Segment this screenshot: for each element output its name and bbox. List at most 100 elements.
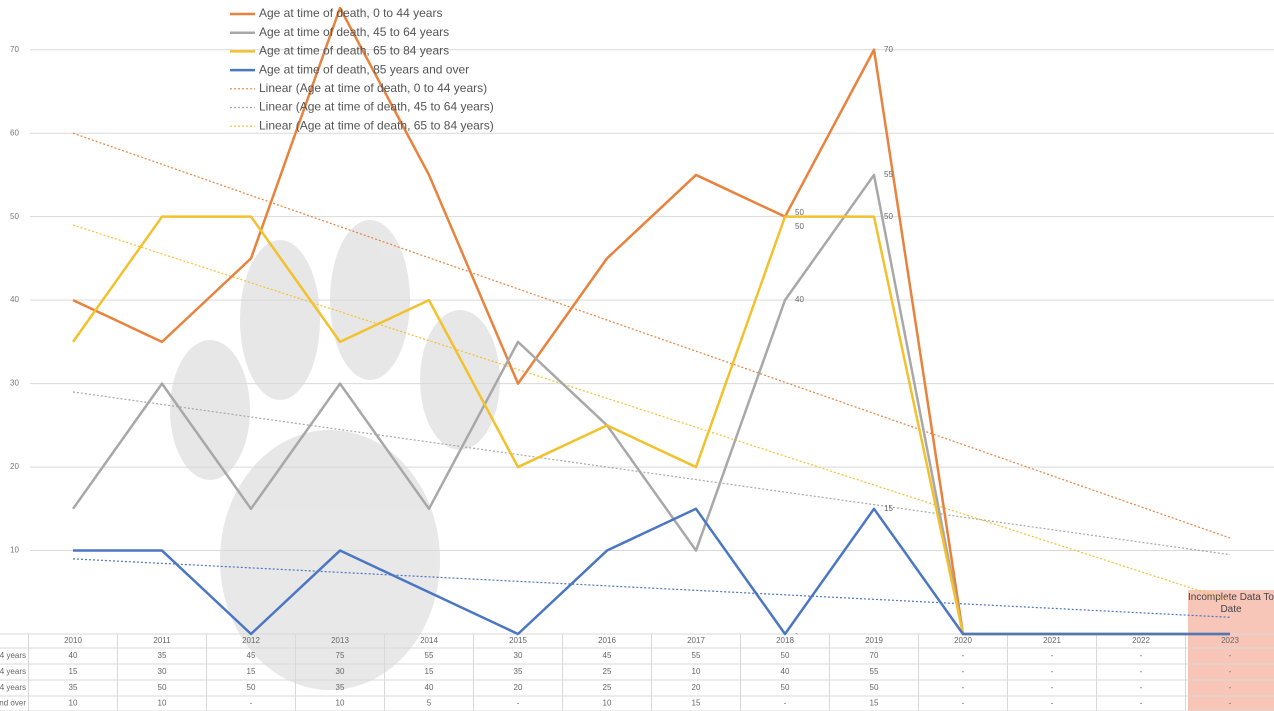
table-cell: 55 bbox=[425, 651, 434, 660]
x-tick-label: 2023 bbox=[1221, 636, 1239, 645]
x-tick-label: 2022 bbox=[1132, 636, 1150, 645]
table-cell: 15 bbox=[870, 699, 879, 708]
legend-label: Linear (Age at time of death, 45 to 64 y… bbox=[259, 100, 494, 114]
x-tick-label: 2015 bbox=[509, 636, 527, 645]
table-cell: - bbox=[1051, 651, 1054, 660]
data-label: - bbox=[795, 629, 798, 638]
table-cell: - bbox=[1229, 667, 1232, 676]
data-label: 70 bbox=[884, 45, 893, 54]
table-cell: 5 bbox=[427, 699, 432, 708]
annotation-box: Incomplete Data To Date bbox=[1188, 592, 1274, 615]
y-tick-label: 30 bbox=[10, 379, 19, 388]
table-cell: - bbox=[962, 651, 965, 660]
background-sketch bbox=[170, 220, 500, 690]
table-cell: 15 bbox=[69, 667, 78, 676]
data-label: 55 bbox=[884, 170, 893, 179]
x-tick-label: 2020 bbox=[954, 636, 972, 645]
table-cell: 10 bbox=[603, 699, 612, 708]
x-tick-label: 2010 bbox=[64, 636, 82, 645]
annotation: Incomplete Data To Date bbox=[1188, 592, 1274, 615]
y-tick-label: 70 bbox=[10, 45, 19, 54]
y-tick-label: 20 bbox=[10, 462, 19, 471]
table-cell: 55 bbox=[870, 667, 879, 676]
table-cell: 15 bbox=[692, 699, 701, 708]
trendline bbox=[72, 391, 1231, 556]
table-cell: 25 bbox=[603, 683, 612, 692]
table-cell: 50 bbox=[870, 683, 879, 692]
table-cell: - bbox=[1051, 683, 1054, 692]
incomplete-box bbox=[1188, 590, 1274, 711]
table-cell: 10 bbox=[69, 699, 78, 708]
table-cell: 20 bbox=[514, 683, 523, 692]
table-cell: 40 bbox=[781, 667, 790, 676]
x-tick-label: 2014 bbox=[420, 636, 438, 645]
table-cell: - bbox=[1229, 651, 1232, 660]
table-cell: 40 bbox=[425, 683, 434, 692]
data-label: 50 bbox=[795, 208, 804, 217]
data-label: 50 bbox=[795, 222, 804, 231]
table-cell: - bbox=[1140, 699, 1143, 708]
trendline bbox=[72, 558, 1231, 618]
table-cell: - bbox=[1140, 651, 1143, 660]
table-cell: 75 bbox=[336, 651, 345, 660]
table-cell: - bbox=[962, 667, 965, 676]
legend-label: Age at time of death, 85 years and over bbox=[259, 62, 469, 76]
row-label: Age at time of death, 85 years and over bbox=[0, 699, 26, 708]
table-cell: 15 bbox=[425, 667, 434, 676]
x-tick-label: 2011 bbox=[153, 636, 171, 645]
table-cell: 10 bbox=[158, 699, 167, 708]
row-label: Age at time of death, 65 to 84 years bbox=[0, 683, 26, 692]
table-cell: 30 bbox=[158, 667, 167, 676]
table-cell: 15 bbox=[247, 667, 256, 676]
table-cell: 35 bbox=[69, 683, 78, 692]
series-line bbox=[73, 507, 1230, 636]
legend-label: Age at time of death, 0 to 44 years bbox=[259, 6, 442, 20]
table-cell: 50 bbox=[781, 683, 790, 692]
table-cell: 50 bbox=[247, 683, 256, 692]
table-cell: 40 bbox=[69, 651, 78, 660]
table-cell: - bbox=[250, 699, 253, 708]
table-cell: 45 bbox=[603, 651, 612, 660]
data-label: 40 bbox=[795, 295, 804, 304]
legend-label: Age at time of death, 45 to 64 years bbox=[259, 25, 449, 39]
data-label: 15 bbox=[884, 504, 893, 513]
table-cell: 20 bbox=[692, 683, 701, 692]
y-tick-label: 60 bbox=[10, 128, 19, 137]
table-cell: - bbox=[962, 683, 965, 692]
row-label: Age at time of death, 0 to 44 years bbox=[0, 651, 26, 660]
y-tick-label: 40 bbox=[10, 295, 19, 304]
table-cell: - bbox=[1140, 683, 1143, 692]
x-tick-label: 2021 bbox=[1043, 636, 1061, 645]
table-cell: 30 bbox=[336, 667, 345, 676]
data-label: 50 bbox=[884, 212, 893, 221]
table-cell: - bbox=[784, 699, 787, 708]
legend-label: Linear (Age at time of death, 65 to 84 y… bbox=[259, 118, 494, 132]
table-cell: 50 bbox=[781, 651, 790, 660]
table-cell: 30 bbox=[514, 651, 523, 660]
y-tick-label: 10 bbox=[10, 546, 19, 555]
table-cell: - bbox=[1229, 699, 1232, 708]
x-tick-label: 2019 bbox=[865, 636, 883, 645]
table-cell: 35 bbox=[336, 683, 345, 692]
table-cell: 55 bbox=[692, 651, 701, 660]
legend-label: Age at time of death, 65 to 84 years bbox=[259, 44, 449, 58]
table-cell: 70 bbox=[870, 651, 879, 660]
x-tick-label: 2016 bbox=[598, 636, 616, 645]
table-cell: 45 bbox=[247, 651, 256, 660]
trendline bbox=[72, 224, 1231, 602]
table-cell: - bbox=[1051, 699, 1054, 708]
table-cell: - bbox=[1051, 667, 1054, 676]
table-cell: 50 bbox=[158, 683, 167, 692]
y-tick-label: 50 bbox=[10, 212, 19, 221]
table-cell: 35 bbox=[514, 667, 523, 676]
table-cell: 10 bbox=[336, 699, 345, 708]
table-cell: - bbox=[517, 699, 520, 708]
row-label: Age at time of death, 45 to 64 years bbox=[0, 667, 26, 676]
table-cell: 10 bbox=[692, 667, 701, 676]
table-cell: 25 bbox=[603, 667, 612, 676]
table-cell: - bbox=[962, 699, 965, 708]
table-cell: - bbox=[1140, 667, 1143, 676]
x-tick-label: 2012 bbox=[242, 636, 260, 645]
x-tick-label: 2013 bbox=[331, 636, 349, 645]
